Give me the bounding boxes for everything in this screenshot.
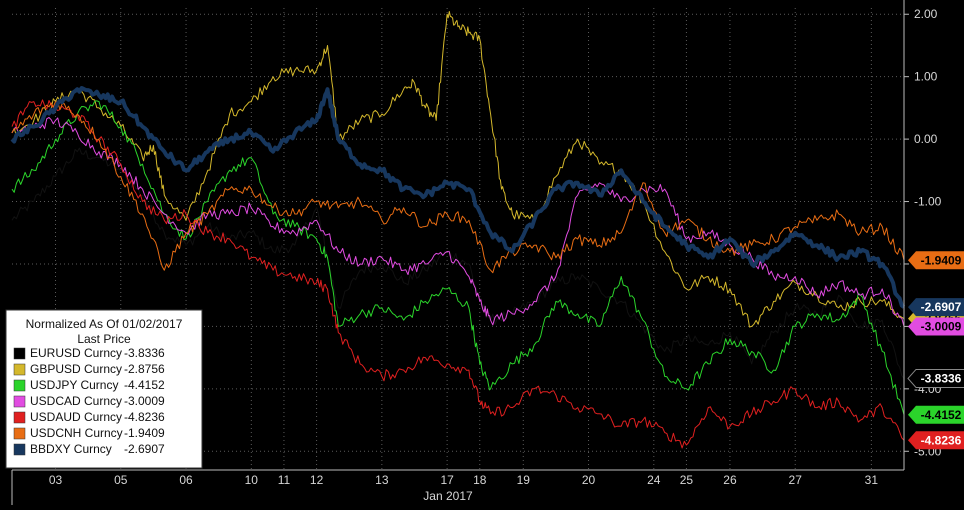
x-tick-label: 13 — [375, 473, 389, 487]
y-tick-label: 0.00 — [914, 132, 938, 146]
legend-series-name: EURUSD Curncy — [30, 346, 122, 360]
x-tick-label: 27 — [789, 473, 803, 487]
tag-background — [907, 368, 964, 388]
series-line-usdcad — [11, 117, 905, 327]
tag-background — [908, 405, 964, 424]
tag-value: -3.8336 — [921, 371, 962, 385]
x-tick-label: 11 — [278, 473, 291, 487]
legend-swatch — [13, 379, 26, 392]
tag-background — [908, 251, 964, 270]
x-tick-label: 05 — [114, 473, 128, 487]
x-tick-label: 03 — [49, 473, 63, 487]
x-tick-label: 06 — [179, 473, 193, 487]
legend-swatch — [13, 443, 26, 456]
series-lines — [10, 11, 906, 449]
legend-series-value: -3.8336 — [124, 346, 165, 360]
tag-value: -4.4152 — [921, 408, 962, 422]
last-value-tag-eurusd: -3.8336 — [907, 368, 964, 388]
x-tick-label: 18 — [473, 473, 487, 487]
tag-value: -4.8236 — [921, 433, 962, 447]
tag-value: -2.6907 — [921, 300, 962, 314]
x-tick-label: 24 — [647, 473, 661, 487]
y-tick-label: -1.00 — [914, 195, 942, 209]
x-tick-label: 17 — [440, 473, 454, 487]
legend-series-value: -2.8756 — [124, 362, 165, 376]
legend-swatch — [13, 395, 26, 408]
x-tick-label: 31 — [865, 473, 879, 487]
last-value-tag-bbdxy: -2.6907 — [908, 298, 964, 317]
last-value-tag-usdcad: -3.0009 — [908, 317, 964, 336]
legend-swatch — [13, 347, 26, 360]
tag-value: -1.9409 — [921, 253, 962, 267]
series-line-bbdxy — [10, 86, 906, 309]
legend-series-value: -2.6907 — [124, 442, 165, 456]
last-value-tags: -3.8336-2.8756-4.4152-3.0009-4.8236-1.94… — [907, 251, 964, 450]
x-tick-label: 10 — [245, 473, 259, 487]
legend-series-name: USDJPY Curncy — [30, 378, 118, 392]
y-tick-label: 1.00 — [914, 70, 938, 84]
last-value-tag-usdaud: -4.8236 — [908, 431, 964, 450]
x-tick-label: 20 — [582, 473, 596, 487]
tag-background — [908, 298, 964, 317]
legend-series-name: BBDXY Curncy — [30, 442, 112, 456]
last-value-tag-usdcnh: -1.9409 — [908, 251, 964, 270]
series-line-usdcnh — [11, 101, 905, 274]
series-line-usdaud — [11, 99, 905, 449]
x-axis-title: Jan 2017 — [423, 489, 473, 503]
x-tick-label: 25 — [680, 473, 694, 487]
legend-header: Normalized As Of 01/02/2017 — [26, 317, 183, 331]
x-tick-label: 19 — [517, 473, 531, 487]
last-value-tag-usdjpy: -4.4152 — [908, 405, 964, 424]
y-tick-label: 2.00 — [914, 7, 938, 21]
x-tick-label: 26 — [723, 473, 737, 487]
legend-subheader: Last Price — [77, 332, 131, 346]
legend-series-value: -3.0009 — [124, 394, 165, 408]
legend-series-value: -4.8236 — [124, 410, 165, 424]
tag-value: -3.0009 — [921, 319, 962, 333]
legend-series-name: USDAUD Curncy — [30, 410, 122, 424]
legend-series-value: -1.9409 — [124, 426, 165, 440]
legend-series-name: GBPUSD Curncy — [30, 362, 122, 376]
series-line-eurusd — [11, 147, 905, 379]
tag-background — [908, 317, 964, 336]
legend-series-name: USDCNH Curncy — [30, 426, 123, 440]
legend-series-name: USDCAD Curncy — [30, 394, 122, 408]
legend-swatch — [13, 427, 26, 440]
x-tick-label: 12 — [310, 473, 324, 487]
legend-box — [5, 309, 203, 469]
legend-swatch — [13, 363, 26, 376]
series-line-usdjpy — [11, 100, 905, 415]
legend: Normalized As Of 01/02/2017 Last Price E… — [5, 309, 203, 469]
series-line-gbpusd — [11, 11, 905, 328]
legend-swatch — [13, 411, 26, 424]
tag-background — [908, 431, 964, 450]
legend-series-value: -4.4152 — [124, 378, 165, 392]
